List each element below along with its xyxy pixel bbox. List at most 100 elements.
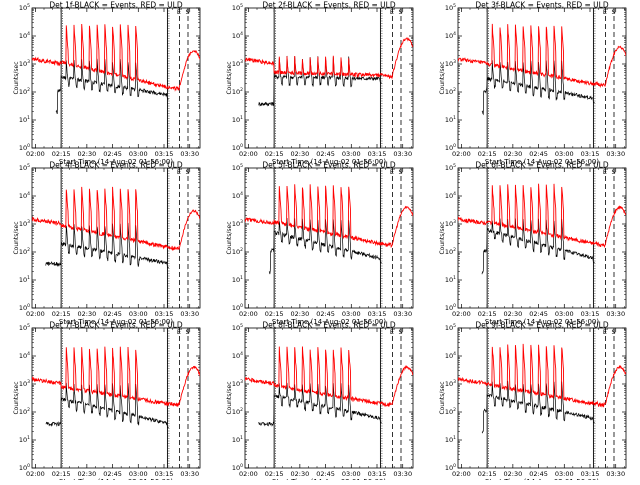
y-tick-label: 104 — [232, 191, 243, 200]
x-tick-label: 03:15 — [581, 150, 600, 158]
y-tick-label: 103 — [19, 59, 30, 68]
y-tick-label: 103 — [445, 379, 456, 388]
x-tick-label: 03:00 — [555, 470, 574, 478]
uld-series-line — [245, 36, 413, 80]
y-axis-label: Counts/sec — [226, 221, 233, 254]
y-tick-label: 102 — [19, 247, 30, 256]
flag-s: S — [612, 328, 616, 336]
x-tick-label: 02:30 — [290, 150, 309, 158]
x-tick-label: 03:15 — [155, 150, 174, 158]
y-tick-label: 104 — [19, 351, 30, 360]
x-axis-label: Start Time (14-Aug-02 01:56:00) — [59, 318, 173, 326]
y-tick-label: 101 — [232, 115, 243, 124]
flag-s: S — [399, 8, 403, 16]
x-tick-label: 02:15 — [478, 150, 497, 158]
x-tick-label: 03:30 — [606, 150, 625, 158]
y-tick-label: 100 — [445, 463, 456, 472]
x-tick-label: 02:45 — [103, 470, 122, 478]
x-tick-label: 02:15 — [265, 470, 284, 478]
y-tick-label: 102 — [445, 87, 456, 96]
y-tick-label: 105 — [445, 323, 456, 332]
panel-title: Det 7f-BLACK = Events, RED = ULD — [49, 321, 182, 330]
x-tick-label: 03:30 — [180, 470, 199, 478]
y-tick-label: 101 — [232, 275, 243, 284]
x-tick-label: 02:45 — [103, 150, 122, 158]
uld-series-line — [32, 23, 200, 92]
x-tick-label: 03:30 — [393, 150, 412, 158]
flag-s: S — [186, 8, 190, 16]
x-tick-label: 02:00 — [26, 310, 45, 318]
x-tick-label: 02:30 — [290, 310, 309, 318]
flag-e: E — [390, 8, 394, 16]
x-tick-label: 03:30 — [180, 150, 199, 158]
y-tick-label: 104 — [232, 351, 243, 360]
y-tick-label: 105 — [232, 163, 243, 172]
y-tick-label: 105 — [19, 323, 30, 332]
x-tick-label: 02:45 — [529, 150, 548, 158]
y-axis-label: Counts/sec — [439, 221, 446, 254]
x-tick-label: 03:30 — [393, 470, 412, 478]
plot-frame — [457, 327, 627, 469]
y-tick-label: 104 — [19, 191, 30, 200]
x-tick-label: 03:00 — [129, 150, 148, 158]
x-tick-label: 02:45 — [529, 470, 548, 478]
x-tick-label: 03:00 — [342, 150, 361, 158]
x-tick-label: 03:30 — [606, 310, 625, 318]
x-tick-label: 03:00 — [342, 470, 361, 478]
plot-frame — [31, 327, 201, 469]
x-tick-label: 02:30 — [290, 470, 309, 478]
plot-frame — [244, 167, 414, 309]
flag-s: S — [612, 168, 616, 176]
x-tick-label: 03:15 — [581, 470, 600, 478]
detector-panel-4: Det 4f-BLACK = Events, RED = ULD 100 101 10… — [13, 161, 201, 326]
uld-series-line — [458, 183, 626, 248]
detector-panel-7: Det 7f-BLACK = Events, RED = ULD 100 101 10… — [13, 321, 201, 485]
y-tick-label: 102 — [445, 407, 456, 416]
x-tick-label: 03:30 — [180, 310, 199, 318]
y-tick-label: 104 — [19, 31, 30, 40]
x-tick-label: 02:30 — [77, 470, 96, 478]
x-tick-label: 02:00 — [452, 310, 471, 318]
flag-e: E — [390, 168, 394, 176]
y-tick-label: 102 — [232, 407, 243, 416]
events-series-line — [258, 55, 382, 107]
events-series-line — [481, 60, 595, 116]
y-tick-label: 101 — [445, 115, 456, 124]
y-axis-label: Counts/sec — [13, 61, 20, 94]
y-tick-label: 102 — [232, 247, 243, 256]
x-tick-label: 02:15 — [265, 150, 284, 158]
panel-title: Det 5f-BLACK = Events, RED = ULD — [262, 161, 395, 170]
x-tick-label: 03:00 — [129, 310, 148, 318]
detector-panel-1: Det 1f-BLACK = Events, RED = ULD 100 101 10… — [13, 1, 201, 166]
x-tick-label: 02:15 — [52, 150, 71, 158]
y-tick-label: 104 — [232, 31, 243, 40]
x-axis-label: Start Time (14-Aug-02 01:56:00) — [485, 318, 599, 326]
panel-title: Det 6f-BLACK = Events, RED = ULD — [475, 161, 608, 170]
y-tick-label: 105 — [445, 163, 456, 172]
y-axis-label: Counts/sec — [13, 221, 20, 254]
uld-series-line — [32, 186, 200, 251]
x-axis-label: Start Time (14-Aug-02 01:56:00) — [272, 158, 386, 166]
x-tick-label: 02:30 — [503, 310, 522, 318]
x-tick-label: 02:30 — [503, 150, 522, 158]
y-axis-label: Counts/sec — [226, 61, 233, 94]
y-tick-label: 103 — [232, 219, 243, 228]
x-tick-label: 02:45 — [529, 310, 548, 318]
uld-series-line — [458, 23, 626, 88]
x-tick-label: 03:00 — [555, 310, 574, 318]
events-series-line — [45, 222, 169, 268]
x-tick-label: 03:30 — [606, 470, 625, 478]
y-tick-label: 100 — [232, 143, 243, 152]
y-tick-label: 103 — [445, 219, 456, 228]
plot-frame — [457, 167, 627, 309]
x-tick-label: 02:15 — [478, 310, 497, 318]
y-tick-label: 100 — [19, 303, 30, 312]
y-tick-label: 100 — [232, 303, 243, 312]
x-axis-label: Start Time (14-Aug-02 01:56:00) — [485, 158, 599, 166]
y-tick-label: 102 — [445, 247, 456, 256]
plot-frame — [457, 7, 627, 149]
flag-s: S — [399, 328, 403, 336]
plot-frame — [31, 7, 201, 149]
y-tick-label: 103 — [445, 59, 456, 68]
